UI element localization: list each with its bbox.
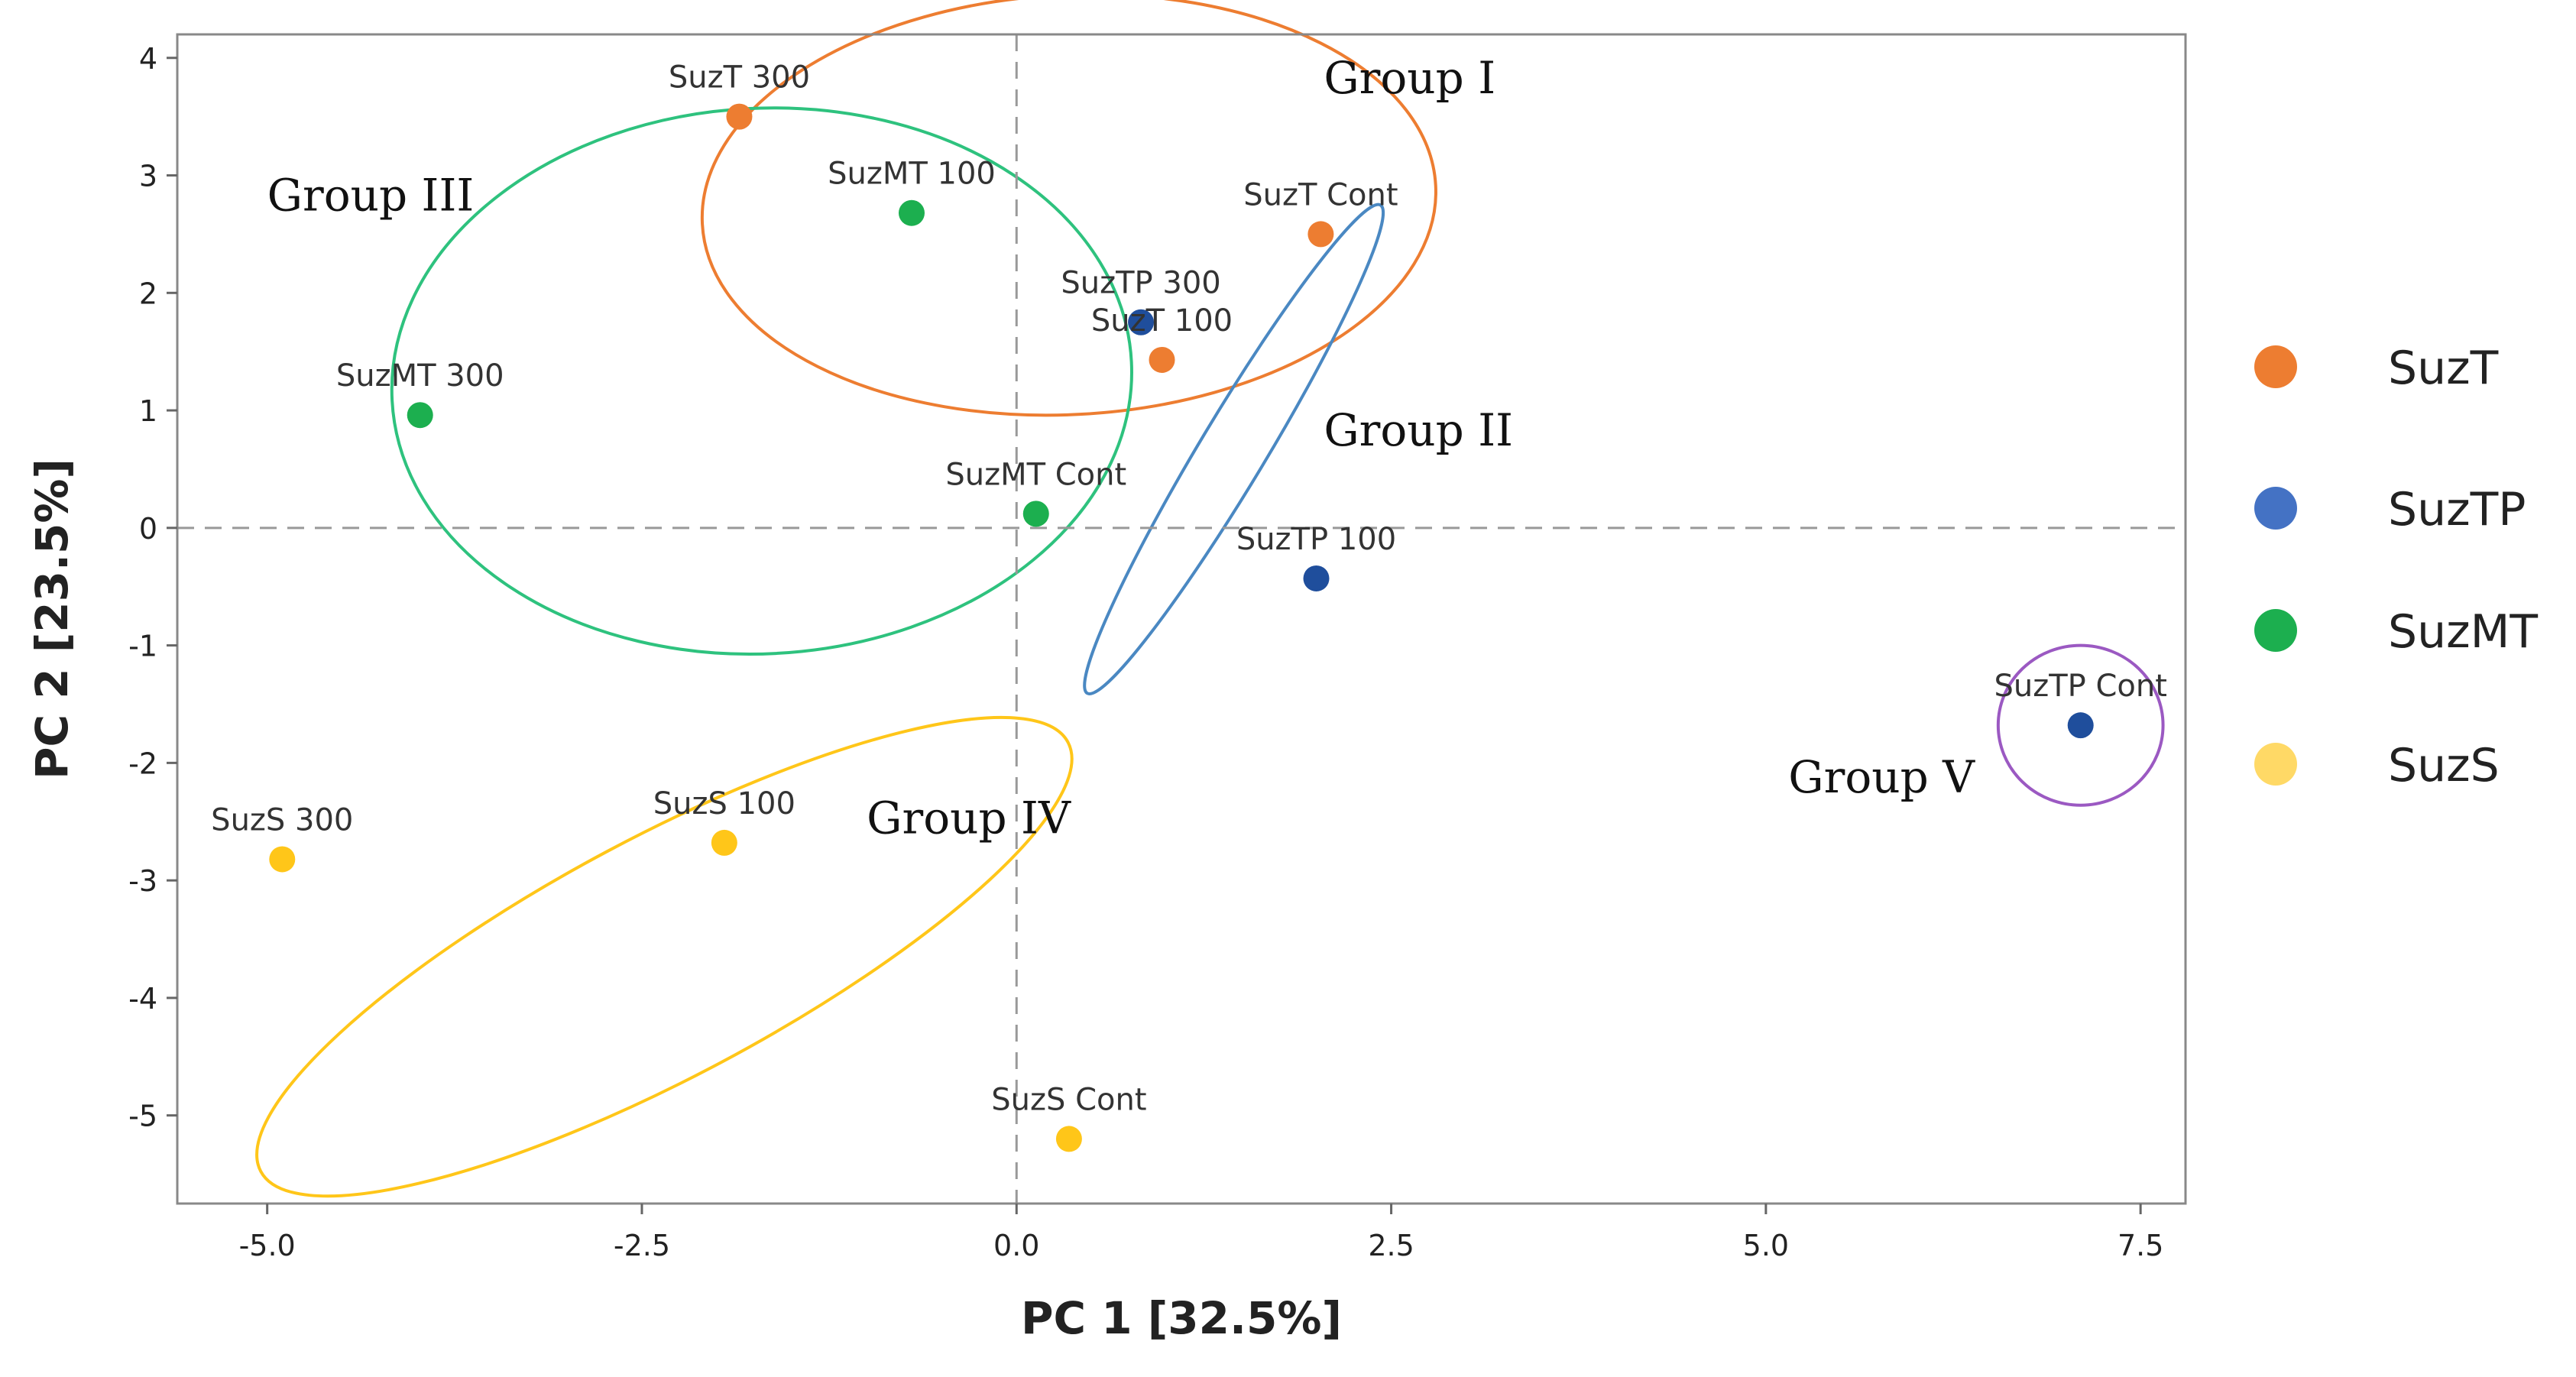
point-suzt-cont bbox=[1307, 221, 1334, 248]
group-labels-layer: Group I Group II Group III Group IV Group V bbox=[267, 52, 1976, 844]
y-tick-label: -4 bbox=[128, 982, 157, 1016]
point-suzt-100 bbox=[1149, 346, 1175, 373]
points-layer bbox=[269, 103, 2094, 1152]
y-tick-label: 4 bbox=[139, 42, 157, 76]
point-label-suztp-300: SuzTP 300 bbox=[1061, 266, 1220, 301]
legend-marker-suzt bbox=[2254, 345, 2297, 388]
plot-frame bbox=[176, 33, 2187, 1205]
x-tick-label: 0.0 bbox=[993, 1229, 1039, 1262]
y-tick-label: -5 bbox=[128, 1100, 157, 1133]
x-tick-label: 2.5 bbox=[1368, 1229, 1414, 1262]
point-label-suzt-cont: SuzT Cont bbox=[1243, 177, 1398, 212]
point-suztp-100 bbox=[1303, 565, 1330, 591]
x-tick-label: 7.5 bbox=[2118, 1229, 2163, 1262]
point-label-suzt-100: SuzT 100 bbox=[1091, 303, 1233, 339]
point-suzs-100 bbox=[711, 829, 737, 856]
axis-ticks: -5.0 -2.5 0.0 2.5 5.0 7.5 4 3 2 1 0 -1 -2 -3 -4 -5 bbox=[128, 42, 2163, 1262]
x-axis-title: PC 1 [32.5%] bbox=[1021, 1292, 1342, 1344]
y-tick-label: -1 bbox=[128, 630, 157, 663]
ellipse-group-iv bbox=[255, 715, 1074, 1198]
ellipse-group-v bbox=[1996, 643, 2165, 807]
y-tick-label: 3 bbox=[139, 160, 157, 193]
point-label-suzs-cont: SuzS Cont bbox=[991, 1082, 1146, 1117]
point-suzmt-cont bbox=[1022, 501, 1049, 527]
y-tick-label: -2 bbox=[128, 747, 157, 780]
y-tick-label: 0 bbox=[139, 512, 157, 546]
group-label-group-v: Group V bbox=[1788, 751, 1975, 803]
point-label-suzmt-cont: SuzMT Cont bbox=[945, 457, 1126, 492]
point-suzmt-300 bbox=[407, 402, 433, 429]
point-suzs-cont bbox=[1055, 1126, 1082, 1152]
legend-label-suzmt: SuzMT bbox=[2388, 605, 2538, 659]
ellipse-group-i bbox=[700, 0, 1437, 417]
point-suzt-300 bbox=[726, 103, 753, 130]
y-tick-label: 1 bbox=[139, 394, 157, 428]
legend-label-suzs: SuzS bbox=[2388, 739, 2500, 792]
x-tick-label: -2.5 bbox=[614, 1229, 670, 1262]
y-tick-label: -3 bbox=[128, 864, 157, 898]
point-label-suzs-100: SuzS 100 bbox=[653, 786, 795, 821]
legend-label-suztp: SuzTP bbox=[2388, 483, 2526, 536]
group-label-group-i: Group I bbox=[1324, 52, 1495, 104]
point-suztp-cont bbox=[2067, 712, 2094, 739]
legend-marker-suztp bbox=[2254, 487, 2297, 530]
reference-lines bbox=[177, 34, 2186, 1204]
point-label-suzs-300: SuzS 300 bbox=[211, 802, 353, 838]
point-label-suztp-100: SuzTP 100 bbox=[1236, 522, 1396, 557]
legend: SuzT SuzTP SuzMT SuzS bbox=[2254, 342, 2538, 792]
y-tick-label: 2 bbox=[139, 277, 157, 310]
x-tick-label: 5.0 bbox=[1743, 1229, 1789, 1262]
legend-marker-suzmt bbox=[2254, 609, 2297, 652]
group-label-group-iii: Group III bbox=[267, 170, 475, 222]
point-suzs-300 bbox=[269, 846, 296, 873]
point-label-suzmt-100: SuzMT 100 bbox=[828, 157, 996, 192]
x-tick-label: -5.0 bbox=[239, 1229, 296, 1262]
legend-label-suzt: SuzT bbox=[2388, 342, 2499, 395]
point-label-suzt-300: SuzT 300 bbox=[669, 60, 810, 96]
y-axis-title: PC 2 [23.5%] bbox=[26, 458, 78, 779]
point-label-suztp-cont: SuzTP Cont bbox=[1994, 669, 2166, 704]
group-label-group-iv: Group IV bbox=[867, 792, 1071, 844]
ellipse-group-ii bbox=[1083, 202, 1385, 695]
point-suzmt-100 bbox=[898, 199, 925, 226]
point-label-suzmt-300: SuzMT 300 bbox=[336, 358, 504, 394]
group-label-group-ii: Group II bbox=[1324, 404, 1513, 456]
point-suztp-300 bbox=[1128, 309, 1155, 335]
legend-marker-suzs bbox=[2254, 743, 2297, 786]
ellipses-layer bbox=[255, 0, 2165, 1198]
